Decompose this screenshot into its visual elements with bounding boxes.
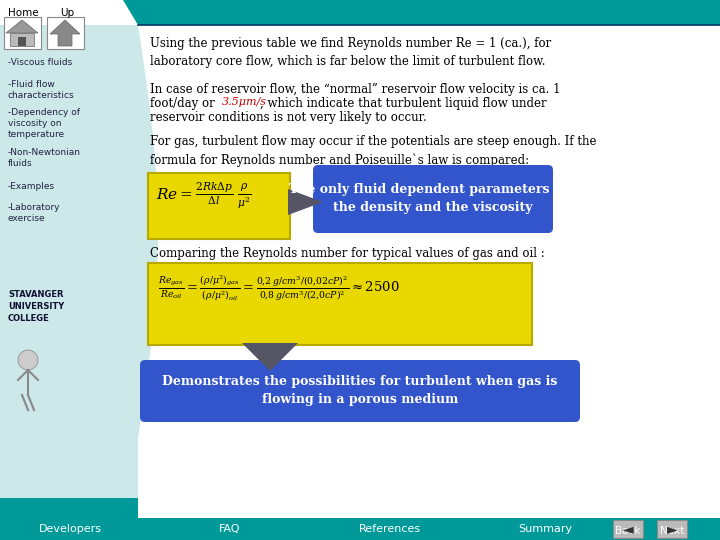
Text: -Laboratory
exercise: -Laboratory exercise: [8, 203, 60, 223]
Polygon shape: [0, 25, 158, 518]
Text: Comparing the Reynolds number for typical values of gas and oil :: Comparing the Reynolds number for typica…: [150, 247, 545, 260]
FancyBboxPatch shape: [657, 520, 687, 538]
Polygon shape: [6, 20, 38, 33]
FancyBboxPatch shape: [18, 37, 26, 46]
Text: STAVANGER
UNIVERSITY
COLLEGE: STAVANGER UNIVERSITY COLLEGE: [8, 290, 64, 322]
Text: References: References: [359, 524, 421, 534]
Text: For gas, turbulent flow may occur if the potentials are steep enough. If the
for: For gas, turbulent flow may occur if the…: [150, 135, 596, 167]
Text: FAQ: FAQ: [220, 524, 240, 534]
Text: Summary: Summary: [518, 524, 572, 534]
Text: , which indicate that turbulent liquid flow under: , which indicate that turbulent liquid f…: [260, 97, 546, 110]
Text: 3.5μm/s: 3.5μm/s: [222, 97, 267, 107]
FancyBboxPatch shape: [140, 360, 580, 422]
Text: -Fluid flow
characteristics: -Fluid flow characteristics: [8, 80, 75, 100]
Text: -Viscous fluids: -Viscous fluids: [8, 58, 72, 67]
FancyBboxPatch shape: [0, 498, 138, 518]
Text: Home: Home: [8, 8, 39, 18]
Text: reservoir conditions is not very likely to occur.: reservoir conditions is not very likely …: [150, 111, 427, 124]
Polygon shape: [50, 20, 80, 46]
Text: -Dependency of
viscosity on
temperature: -Dependency of viscosity on temperature: [8, 108, 80, 139]
FancyBboxPatch shape: [138, 0, 720, 25]
FancyBboxPatch shape: [148, 263, 532, 345]
Text: foot/day or: foot/day or: [150, 97, 218, 110]
Text: In case of reservoir flow, the “normal” reservoir flow velocity is ca. 1: In case of reservoir flow, the “normal” …: [150, 83, 560, 96]
FancyBboxPatch shape: [313, 165, 553, 233]
Text: ◄: ◄: [623, 522, 634, 536]
Text: Next: Next: [660, 526, 684, 536]
Text: Demonstrates the possibilities for turbulent when gas is
flowing in a porous med: Demonstrates the possibilities for turbu…: [162, 375, 558, 407]
FancyBboxPatch shape: [47, 17, 84, 49]
Text: $\frac{Re_{gas}}{Re_{oil}} = \frac{(\rho/\mu^2)_{gas}}{(\rho/\mu^2)_{oil}} = \fr: $\frac{Re_{gas}}{Re_{oil}} = \frac{(\rho…: [158, 273, 400, 302]
Text: Back: Back: [616, 526, 641, 536]
Text: -Non-Newtonian
fluids: -Non-Newtonian fluids: [8, 148, 81, 168]
Circle shape: [18, 350, 38, 370]
Polygon shape: [242, 343, 298, 371]
Text: -Examples: -Examples: [8, 182, 55, 191]
Text: ►: ►: [667, 522, 678, 536]
FancyBboxPatch shape: [148, 173, 290, 239]
FancyBboxPatch shape: [613, 520, 643, 538]
Text: The only fluid dependent parameters are
the density and the viscosity: The only fluid dependent parameters are …: [289, 184, 577, 214]
Text: $Re = \frac{2Rk\Delta p}{\Delta l}\;\frac{\rho}{\mu^2}$: $Re = \frac{2Rk\Delta p}{\Delta l}\;\fra…: [156, 181, 251, 211]
Text: Up: Up: [60, 8, 74, 18]
Text: Using the previous table we find Reynolds number Re = 1 (ca.), for
laboratory co: Using the previous table we find Reynold…: [150, 37, 552, 68]
FancyBboxPatch shape: [4, 17, 41, 49]
Polygon shape: [288, 189, 323, 215]
Polygon shape: [10, 33, 34, 46]
Text: Developers: Developers: [38, 524, 102, 534]
FancyBboxPatch shape: [0, 518, 720, 540]
Polygon shape: [85, 0, 720, 25]
